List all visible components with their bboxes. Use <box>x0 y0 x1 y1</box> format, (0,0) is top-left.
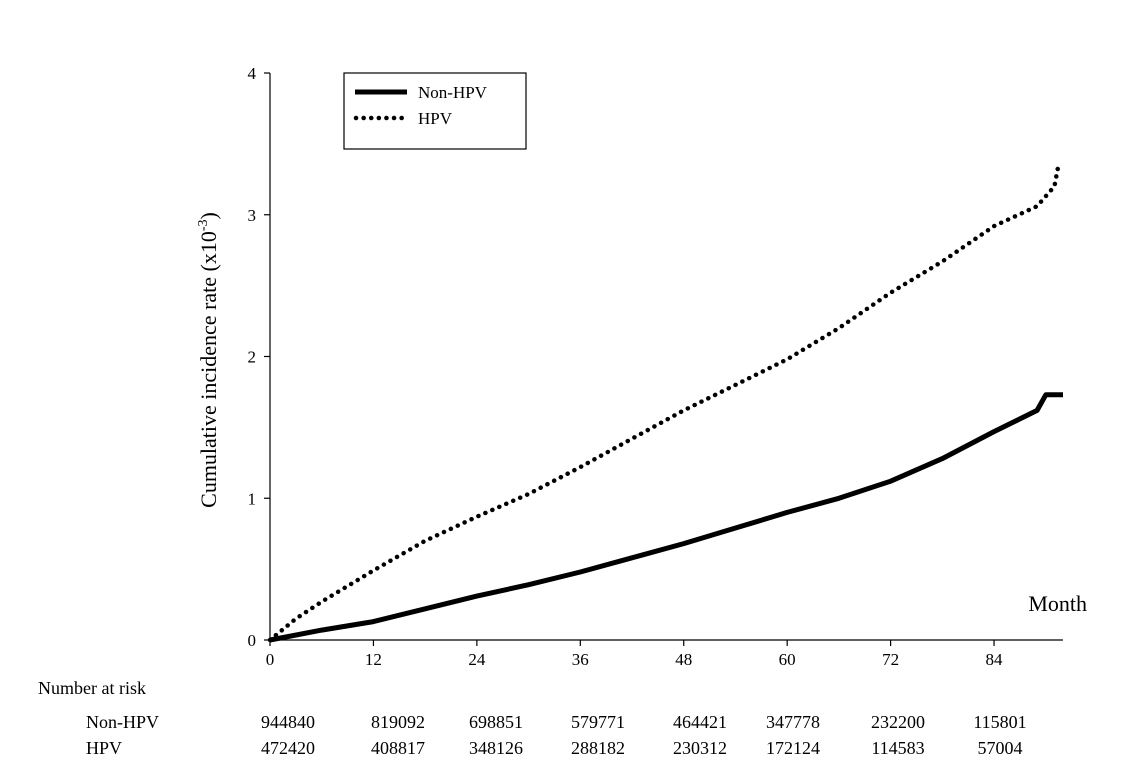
risk-value-non-hpv: 464421 <box>673 712 727 732</box>
risk-value-hpv: 348126 <box>469 738 523 758</box>
risk-value-non-hpv: 819092 <box>371 712 425 732</box>
risk-value-hpv: 288182 <box>571 738 625 758</box>
risk-value-hpv: 114583 <box>871 738 924 758</box>
x-axis-label: Month <box>1028 591 1087 616</box>
x-tick-label: 60 <box>779 650 796 669</box>
risk-table-values: 944840 819092 698851 579771 464421 347778 2322… <box>261 712 1027 758</box>
risk-value-hpv: 57004 <box>978 738 1023 758</box>
y-axis-label: Cumulative incidence rate (x10-3) <box>196 212 221 508</box>
x-tick-label: 72 <box>882 650 899 669</box>
series-line-hpv <box>267 161 1061 643</box>
legend-label-hpv: HPV <box>418 109 453 128</box>
legend-label-non-hpv: Non-HPV <box>418 83 488 102</box>
risk-value-non-hpv: 579771 <box>571 712 625 732</box>
y-tick-label: 3 <box>248 206 257 225</box>
x-tick-label: 24 <box>468 650 486 669</box>
y-tick-label: 1 <box>248 489 257 508</box>
x-tick-label: 84 <box>986 650 1004 669</box>
chart-legend: Non-HPV HPV <box>343 72 527 150</box>
x-tick-label: 48 <box>675 650 692 669</box>
x-tick-label: 12 <box>365 650 382 669</box>
risk-value-hpv: 230312 <box>673 738 727 758</box>
risk-value-non-hpv: 347778 <box>766 712 820 732</box>
y-tick-label: 4 <box>248 64 257 83</box>
risk-value-hpv: 472420 <box>261 738 315 758</box>
risk-value-non-hpv: 698851 <box>469 712 523 732</box>
x-tick-label: 0 <box>266 650 275 669</box>
series-line-non-hpv <box>269 392 1063 643</box>
risk-row-label-non-hpv: Non-HPV <box>86 712 159 732</box>
y-tick-label: 0 <box>248 631 257 650</box>
risk-value-hpv: 408817 <box>371 738 425 758</box>
risk-value-hpv: 172124 <box>766 738 820 758</box>
chart-series-layer <box>267 161 1063 643</box>
risk-value-non-hpv: 944840 <box>261 712 315 732</box>
risk-row-label-hpv: HPV <box>86 738 122 758</box>
risk-value-non-hpv: 232200 <box>871 712 925 732</box>
risk-value-non-hpv: 115801 <box>973 712 1026 732</box>
x-tick-label: 36 <box>572 650 589 669</box>
legend-box <box>343 72 527 150</box>
risk-table: Number at risk Non-HPV HPV 944840 819092 6… <box>38 678 1027 758</box>
risk-table-title: Number at risk <box>38 678 146 698</box>
y-tick-label: 2 <box>248 348 257 367</box>
